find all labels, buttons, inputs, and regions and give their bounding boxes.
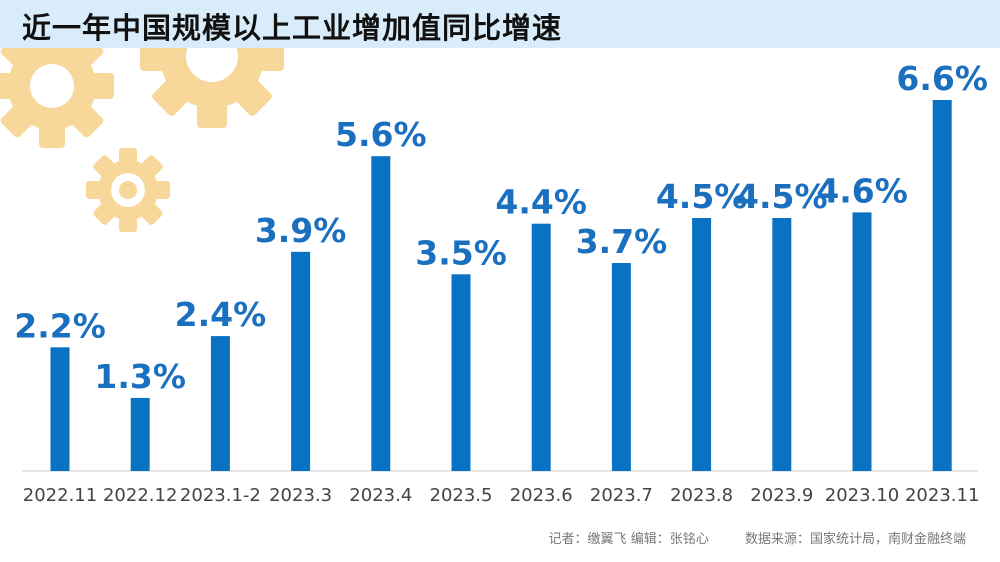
bar-2023.1-2: [210, 336, 230, 471]
category-label: 2022.12: [103, 485, 177, 506]
title-band: [0, 0, 1000, 48]
value-label: 4.5%: [736, 177, 828, 216]
value-label: 4.5%: [656, 177, 748, 216]
bar-2023.8: [692, 218, 712, 471]
gear-icon: [0, 48, 114, 148]
bar-2022.11: [50, 347, 70, 471]
bar-2023.9: [772, 218, 792, 471]
category-label: 2023.3: [269, 485, 332, 506]
value-label: 1.3%: [94, 357, 186, 396]
data-source-credit: 数据来源：国家统计局，南财金融终端: [744, 532, 966, 547]
credits-line: 记者：缴翼飞 编辑：张铭心 数据来源：国家统计局，南财金融终端: [549, 528, 966, 547]
gear-icon: [86, 148, 170, 232]
bar-2023.10: [852, 212, 872, 471]
category-label: 2023.8: [670, 485, 733, 506]
value-label: 3.5%: [415, 233, 507, 272]
category-label: 2023.10: [825, 485, 899, 506]
chart-title: 近一年中国规模以上工业增加值同比增速: [22, 11, 563, 45]
value-label: 2.2%: [14, 306, 106, 345]
bar-2023.11: [932, 100, 952, 471]
value-label: 4.4%: [495, 183, 587, 222]
bar-2023.4: [371, 156, 391, 471]
category-label: 2023.11: [905, 485, 979, 506]
bar-2022.12: [130, 397, 150, 471]
reporter-credit: 记者：缴翼飞: [548, 532, 627, 547]
category-label: 2023.6: [510, 485, 573, 506]
value-label: 2.4%: [175, 295, 267, 334]
gear-decoration: [0, 48, 284, 232]
value-label: 6.6%: [896, 59, 988, 98]
editor-credit: 编辑：张铭心: [630, 532, 709, 547]
bar-2023.6: [531, 223, 551, 471]
category-label: 2023.1-2: [180, 485, 261, 506]
category-label: 2023.9: [750, 485, 813, 506]
category-label: 2023.7: [590, 485, 653, 506]
bar-2023.3: [291, 251, 311, 471]
value-label: 3.7%: [576, 222, 668, 261]
bar-2023.5: [451, 274, 471, 471]
value-label: 3.9%: [255, 211, 347, 250]
bar-2023.7: [611, 263, 631, 471]
value-label: 4.6%: [816, 171, 908, 210]
category-label: 2023.5: [430, 485, 493, 506]
category-label: 2022.11: [23, 485, 97, 506]
value-label: 5.6%: [335, 115, 427, 154]
gear-icon: [140, 48, 284, 128]
category-label: 2023.4: [349, 485, 412, 506]
